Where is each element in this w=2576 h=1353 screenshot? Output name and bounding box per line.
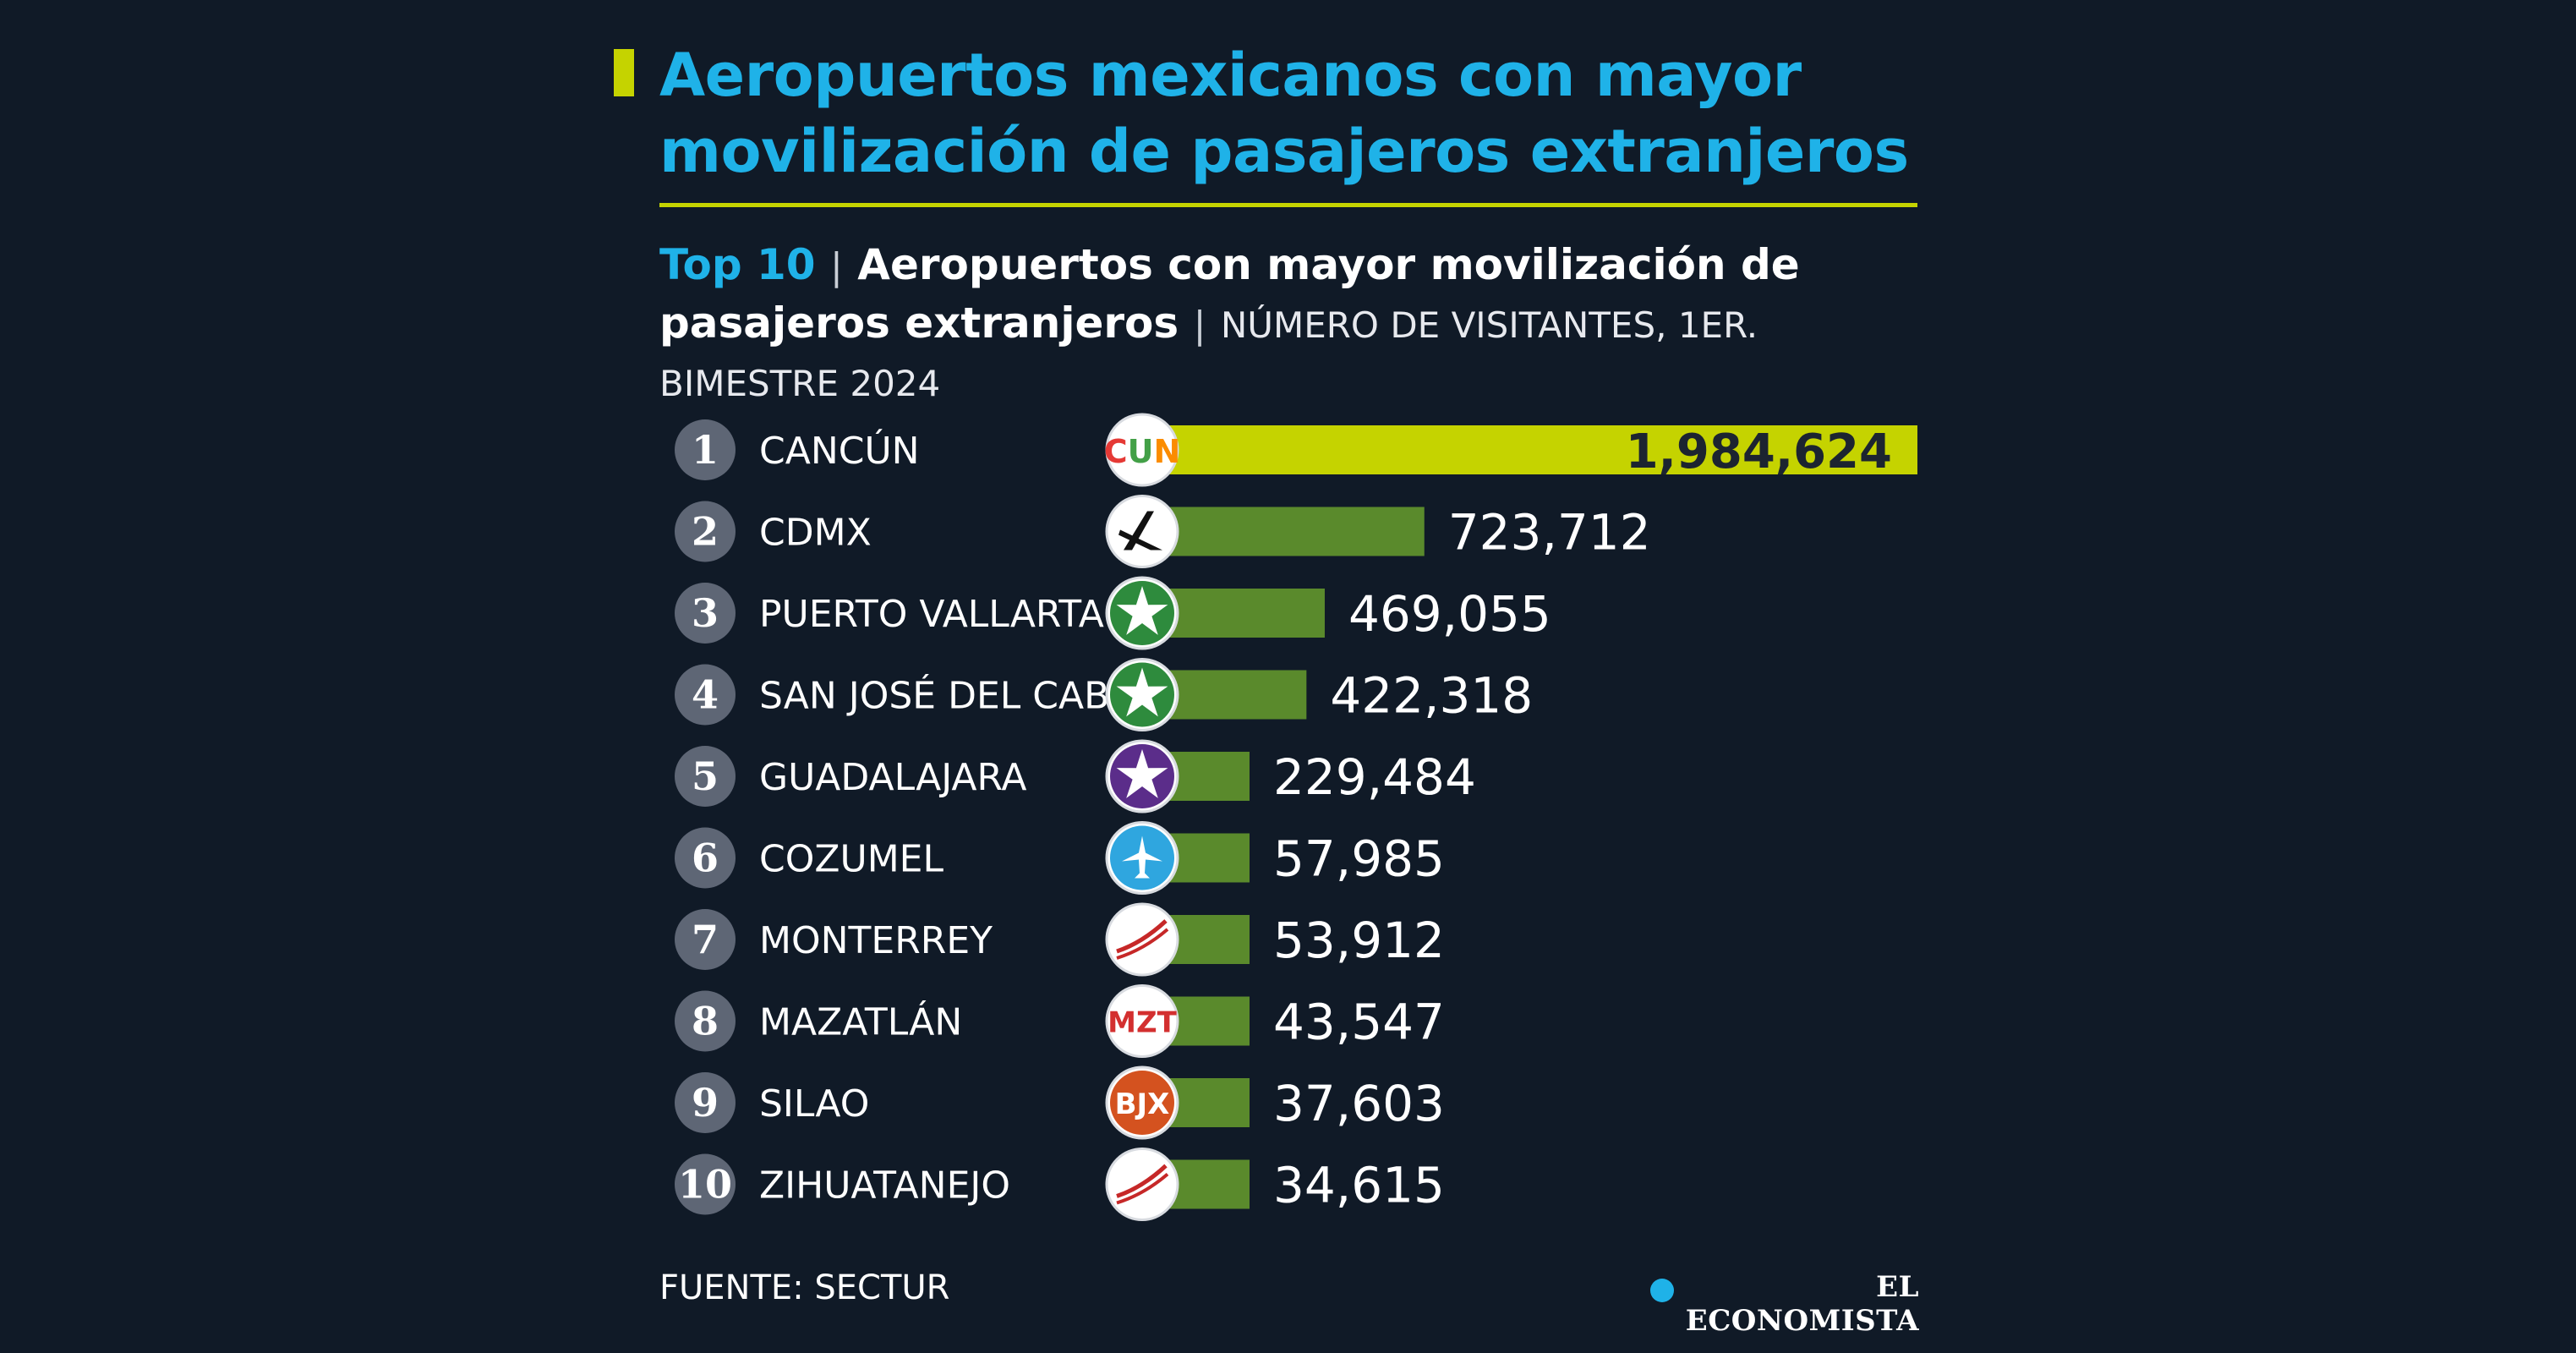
title-accent-mark	[614, 49, 634, 96]
logo-swoosh	[1116, 1172, 1169, 1205]
logo-text: BJX	[1115, 1087, 1170, 1121]
category-label: MONTERREY	[759, 919, 993, 962]
logo-ring	[1105, 984, 1179, 1058]
rank-badge	[675, 1153, 736, 1215]
rank-number: 5	[692, 753, 719, 799]
value-label: 37,603	[1273, 1075, 1445, 1132]
rank-number: 7	[692, 917, 719, 962]
rank-badge	[675, 419, 736, 480]
value-label: 53,912	[1273, 912, 1445, 969]
value-label: 1,984,624	[1626, 425, 1892, 479]
logo-text: CUN	[1104, 433, 1181, 470]
rank-badge	[675, 990, 736, 1052]
logo-swoosh	[1116, 1164, 1168, 1198]
chart-row: 9 SILAO BJX 37,603	[675, 1065, 1445, 1140]
rank-badge	[675, 746, 736, 807]
category-label: PUERTO VALLARTA	[759, 593, 1104, 636]
value-label: 34,615	[1273, 1157, 1445, 1214]
rank-number: 8	[692, 999, 719, 1044]
chart-row: 6 COZUMEL 57,985	[675, 821, 1445, 895]
rank-number: 2	[692, 509, 719, 555]
logo-swoosh	[1116, 928, 1169, 960]
bar	[1141, 507, 1425, 556]
chart-row: 3 PUERTO VALLARTA 469,055	[675, 576, 1551, 650]
value-label: 723,712	[1448, 504, 1651, 561]
rank-badge	[675, 501, 736, 562]
subtitle-unit: NÚMERO DE VISITANTES, 1ER. BIMESTRE 2024	[659, 304, 1758, 404]
category-label: MAZATLÁN	[759, 1000, 962, 1044]
subtitle-text: Aeropuertos con mayor movilización de pa…	[659, 240, 1800, 348]
brand-logo-icon	[1650, 1279, 1674, 1302]
chart-row: 1 CANCÚN CUN 1,984,624	[675, 413, 1917, 487]
subtitle-unit-separator: |	[1193, 304, 1206, 347]
rank-badge	[675, 664, 736, 726]
logo-plane	[1122, 835, 1162, 879]
category-label: ZIHUATANEJO	[759, 1164, 1010, 1208]
rank-number: 4	[692, 672, 719, 718]
chart-subtitle: Top 10 | Aeropuertos con mayor movilizac…	[659, 237, 1928, 412]
value-label: 57,985	[1273, 830, 1445, 888]
rank-number: 6	[692, 835, 719, 881]
chart-row: 4 SAN JOSÉ DEL CABO 422,318	[675, 658, 1533, 731]
rank-number: 1	[692, 427, 719, 473]
logo-star	[1116, 586, 1168, 635]
subtitle-separator: |	[830, 245, 843, 288]
page-title: Aeropuertos mexicanos con mayor moviliza…	[659, 41, 1909, 186]
rank-badge	[675, 827, 736, 889]
category-label: COZUMEL	[759, 838, 943, 881]
value-label: 469,055	[1348, 585, 1551, 643]
category-label: CANCÚN	[759, 428, 920, 473]
chart-row: 2 CDMX 723,712	[675, 495, 1651, 568]
value-label: 43,547	[1273, 994, 1445, 1051]
category-label: SILAO	[759, 1082, 869, 1126]
chart-row: 8 MAZATLÁN MZT 43,547	[675, 984, 1445, 1058]
rank-number: 3	[692, 590, 719, 636]
subtitle-top-label: Top 10	[659, 240, 816, 289]
rank-badge	[675, 909, 736, 970]
logo-letter: N	[1153, 433, 1180, 470]
logo-swoosh	[1116, 919, 1168, 954]
logo-text: MZT	[1108, 1006, 1177, 1040]
category-label: SAN JOSÉ DEL CABO	[759, 673, 1138, 718]
bar	[1141, 425, 1917, 474]
title-divider	[659, 203, 1917, 207]
rank-badge	[675, 1072, 736, 1133]
rank-number: 9	[692, 1080, 719, 1126]
category-label: GUADALAJARA	[759, 756, 1026, 799]
chart-row: 7 MONTERREY 53,912	[675, 902, 1445, 977]
value-label: 229,484	[1273, 748, 1476, 806]
logo-letter: U	[1128, 433, 1154, 470]
value-label: 422,318	[1330, 667, 1533, 725]
brand-name: EL ECONOMISTA	[1685, 1270, 1919, 1338]
logo-fill	[1110, 1071, 1174, 1135]
source-note: FUENTE: SECTUR	[659, 1268, 950, 1307]
rank-badge	[675, 583, 736, 644]
chart-row: 5 GUADALAJARA 229,484	[675, 739, 1476, 813]
logo-star	[1116, 749, 1168, 798]
logo-ring	[1105, 413, 1179, 487]
logo-star	[1116, 667, 1168, 717]
logo-letter: C	[1104, 433, 1128, 470]
rank-number: 10	[678, 1162, 732, 1208]
category-label: CDMX	[759, 512, 872, 555]
chart-row: 10 ZIHUATANEJO 34,615	[675, 1148, 1445, 1221]
logo-mark	[1118, 529, 1162, 551]
